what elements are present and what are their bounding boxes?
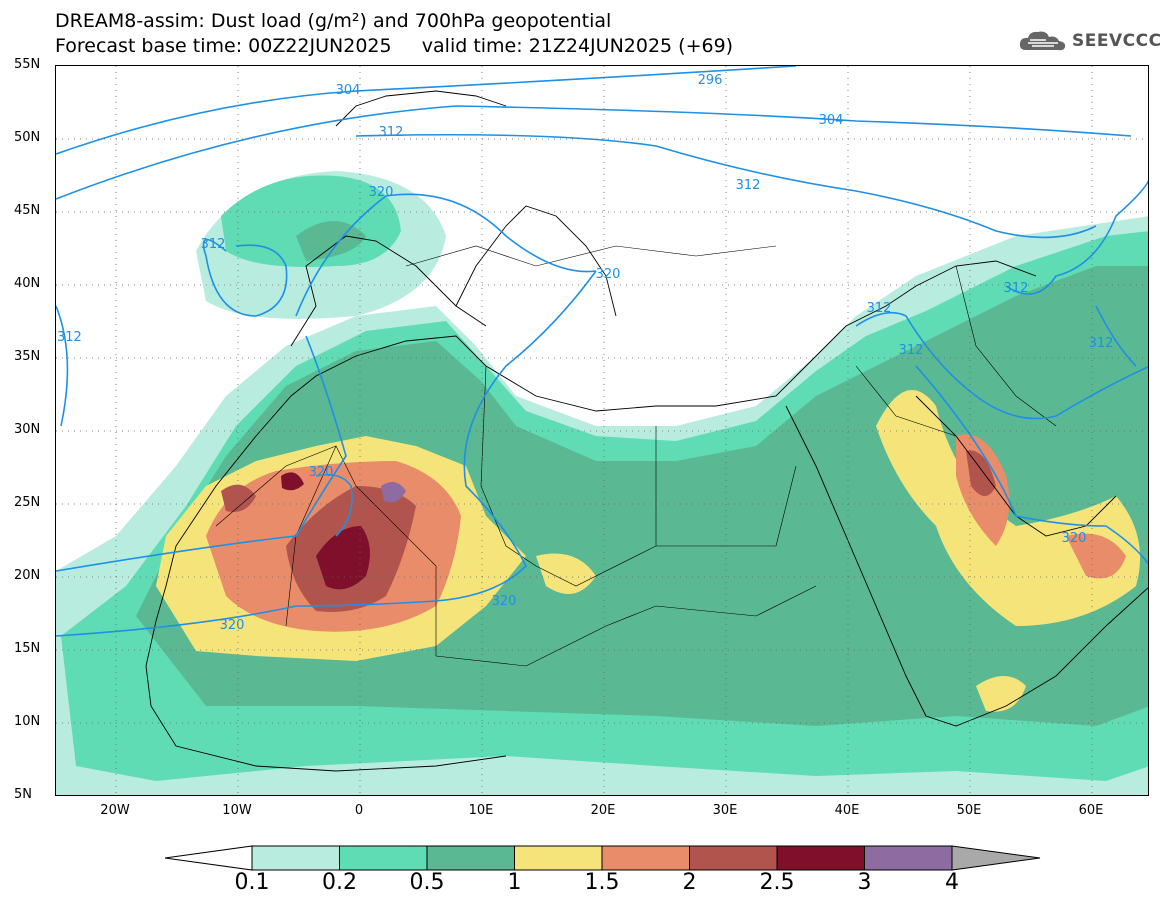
graticule: [56, 66, 1148, 795]
colorbar: [164, 845, 1041, 871]
colorbar-label: 0.5: [409, 870, 445, 895]
chart-title-line-1: DREAM8-assim: Dust load (g/m²) and 700hP…: [55, 10, 612, 32]
geopotential-contours: [56, 66, 1148, 637]
lat-label: 55N: [14, 57, 41, 72]
lat-label: 50N: [14, 130, 41, 145]
lon-label: 30E: [712, 803, 738, 818]
colorbar-label: 2: [682, 870, 697, 895]
colorbar-over-triangle: [951, 845, 1041, 871]
colorbar-label: 1: [507, 870, 522, 895]
colorbar-swatch: [601, 845, 690, 871]
contour-label: 296: [698, 73, 723, 88]
contour-label: 312: [379, 125, 404, 140]
contour-label: 312: [899, 343, 924, 358]
dust-level-3: [381, 482, 406, 503]
contour-label: 312: [736, 178, 761, 193]
colorbar-label: 0.2: [322, 870, 357, 895]
chart-title-line-2: Forecast base time: 00Z22JUN2025 valid t…: [55, 35, 734, 57]
contour-label: 320: [220, 618, 245, 633]
lat-label: 45N: [14, 203, 41, 218]
map-panel: 296 304 304 312 312 312 312 312 312 312 …: [55, 65, 1149, 796]
lon-label: 10W: [222, 803, 252, 818]
lat-label: 15N: [14, 641, 41, 656]
colorbar-label: 0.1: [234, 870, 270, 895]
contour-label: 320: [1062, 531, 1087, 546]
contour-label: 304: [336, 83, 361, 98]
colorbar-swatch: [776, 845, 865, 871]
contour-label: 320: [309, 465, 334, 480]
logo-text: SEEVCCC: [1072, 31, 1162, 51]
logo: SEEVCCC: [1018, 28, 1162, 54]
lat-label: 10N: [14, 714, 41, 729]
lon-label: 0: [354, 803, 364, 818]
cloud-icon: [1019, 31, 1066, 51]
contour-label: 320: [369, 185, 394, 200]
lat-label: 5N: [14, 787, 32, 802]
dust-map: 296 304 304 312 312 312 312 312 312 312 …: [56, 66, 1148, 795]
colorbar-swatch: [514, 845, 603, 871]
contour-label: 312: [1004, 281, 1029, 296]
colorbar-label: 2.5: [759, 870, 795, 895]
colorbar-swatch: [689, 845, 778, 871]
contour-label: 312: [1089, 336, 1114, 351]
colorbar-label: 3: [857, 870, 872, 895]
contour-label: 312: [57, 330, 82, 345]
lat-label: 20N: [14, 568, 41, 583]
colorbar-swatch: [864, 845, 953, 871]
lat-label: 40N: [14, 276, 41, 291]
colorbar-swatch: [426, 845, 515, 871]
lat-label: 35N: [14, 349, 41, 364]
lon-label: 20E: [590, 803, 616, 818]
colorbar-label: 1.5: [584, 870, 620, 895]
lat-label: 25N: [14, 495, 41, 510]
colorbar-label: 4: [945, 870, 959, 895]
lon-label: 20W: [100, 803, 130, 818]
contour-label: 304: [819, 113, 844, 128]
lat-label: 30N: [14, 422, 41, 437]
colorbar-swatch: [339, 845, 428, 871]
dust-level-2-5: [281, 472, 370, 590]
lon-label: 50E: [956, 803, 982, 818]
colorbar-under-triangle: [164, 845, 253, 871]
contour-label: 320: [596, 267, 621, 282]
contour-label: 320: [492, 594, 517, 609]
contour-label: 312: [201, 237, 226, 252]
lon-label: 10E: [468, 803, 494, 818]
lon-label: 60E: [1078, 803, 1104, 818]
contour-label: 312: [867, 301, 892, 316]
colorbar-swatch: [251, 845, 340, 871]
lon-label: 40E: [834, 803, 860, 818]
